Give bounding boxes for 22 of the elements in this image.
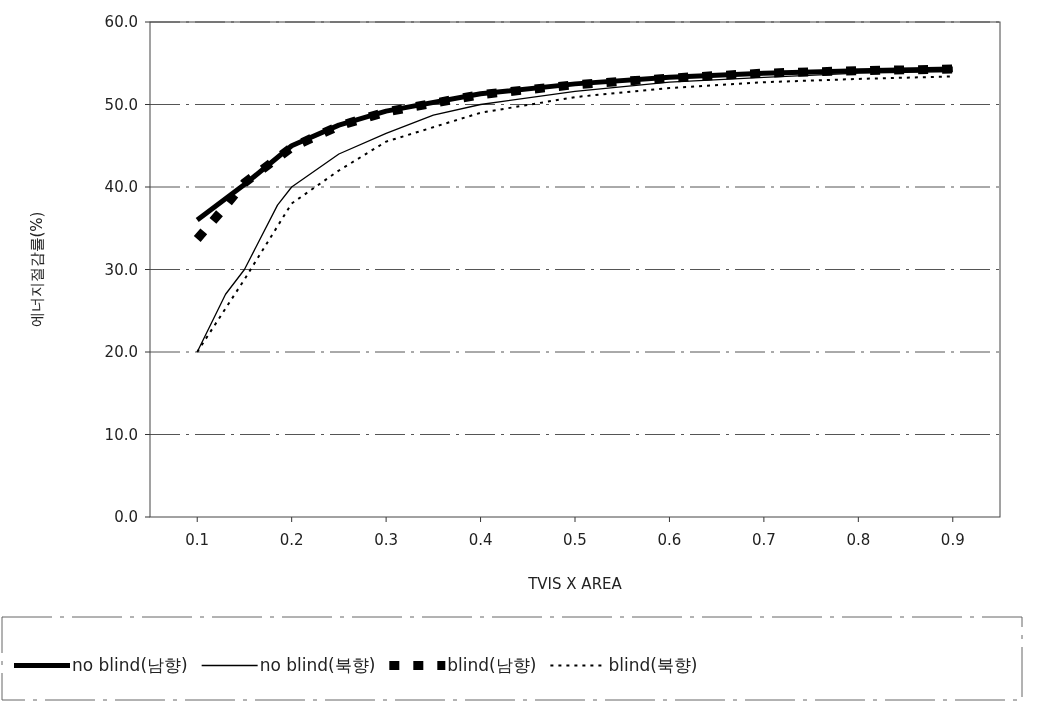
legend-label: no blind(북향) (259, 654, 376, 675)
y-tick-label: 10.0 (104, 425, 138, 444)
legend-label: blind(남향) (447, 654, 537, 675)
x-axis-title: TVIS X AREA (527, 575, 623, 593)
y-axis-title: 에너지절감률(%) (28, 211, 46, 328)
y-tick-label: 0.0 (114, 508, 138, 526)
y-tick-label: 50.0 (104, 95, 138, 114)
x-tick-label: 0.3 (374, 531, 399, 549)
legend-label: no blind(남향) (72, 654, 188, 675)
y-tick-label: 60.0 (104, 13, 138, 31)
y-tick-label: 30.0 (104, 260, 138, 279)
y-tick-label: 40.0 (104, 178, 138, 196)
x-tick-label: 0.4 (468, 531, 493, 549)
x-tick-label: 0.7 (751, 531, 776, 549)
y-tick-label: 20.0 (104, 343, 138, 361)
x-tick-label: 0.9 (940, 531, 965, 549)
legend-label: blind(북향) (608, 654, 698, 675)
x-tick-label: 0.1 (185, 531, 210, 549)
x-tick-label: 0.8 (846, 531, 871, 549)
x-tick-label: 0.5 (563, 531, 587, 549)
x-tick-label: 0.2 (279, 531, 304, 549)
x-tick-label: 0.6 (657, 531, 682, 549)
